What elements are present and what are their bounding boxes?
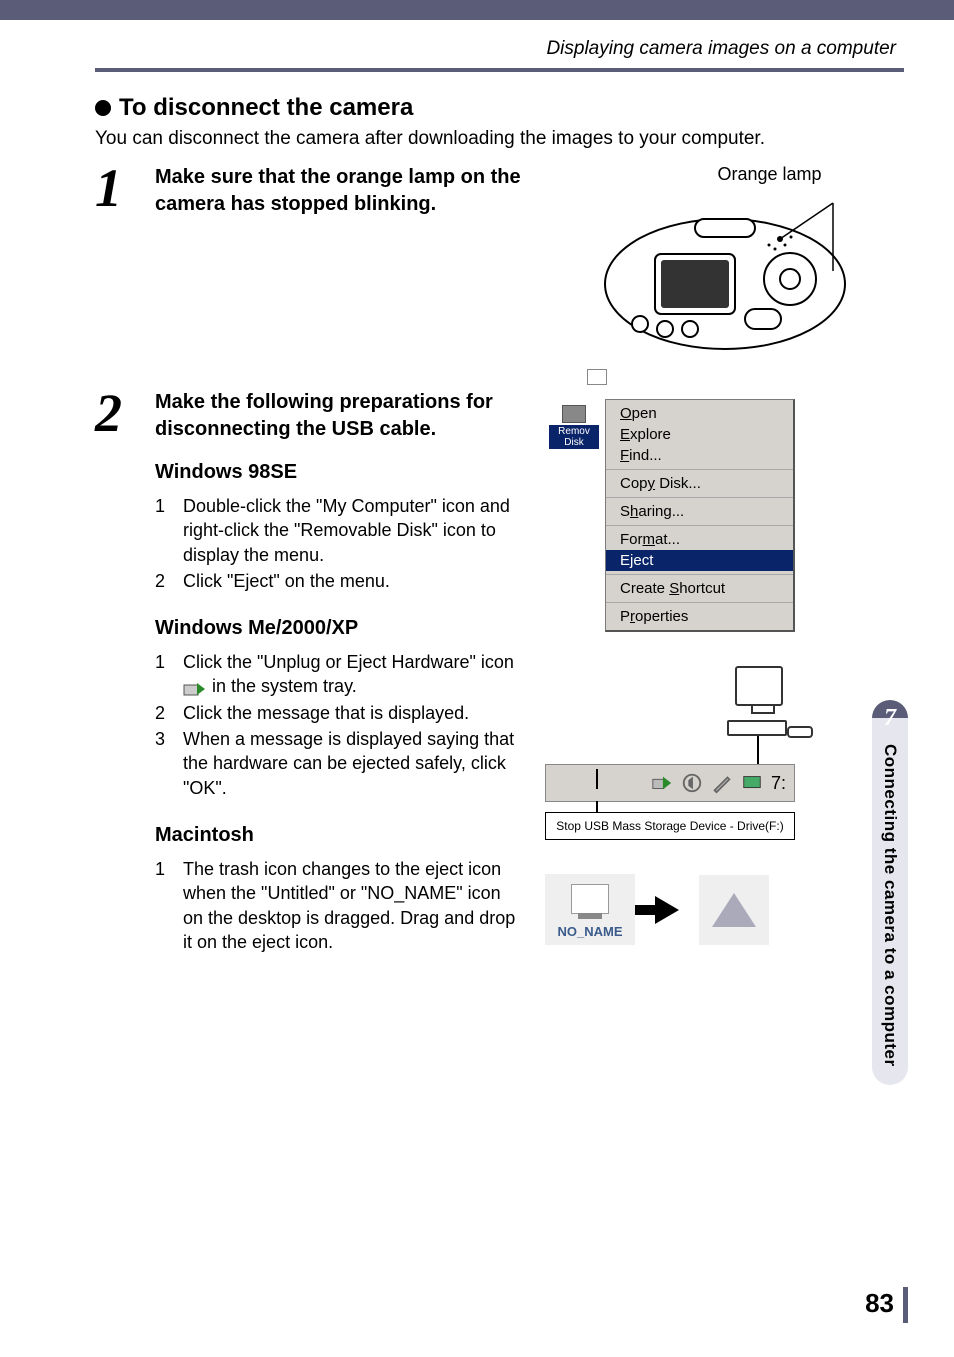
balloon-text: Stop USB Mass Storage Device - Drive(F:) [556,819,783,833]
context-menu-item[interactable]: Create Shortcut [606,578,793,599]
context-menu-item[interactable]: Open [606,403,793,424]
winme-item-1b: in the system tray. [212,676,357,696]
arrow-right-icon [655,896,679,924]
tray-time: 7: [771,773,786,794]
eject-hardware-icon [183,679,207,697]
win98-heading: Windows 98SE [155,461,525,484]
monitor-icon [735,666,783,706]
winme-item-2: Click the message that is displayed. [183,701,525,725]
step-1-heading: Make sure that the orange lamp on the ca… [155,164,525,218]
chapter-tab: 7 Connecting the camera to a computer [872,700,908,1085]
eject-hardware-tray-icon[interactable] [651,772,673,794]
bullet-icon [95,100,111,116]
disk-label: Remov Disk [549,425,599,449]
step-2-heading: Make the following preparations for disc… [155,389,525,443]
page-number: 83 [865,1288,894,1319]
header-rule [95,68,904,72]
list-number: 2 [155,569,171,593]
win98-item-1: Double-click the "My Computer" icon and … [183,494,525,567]
removable-disk-icon: Remov Disk [549,405,599,449]
winme-item-1: Click the "Unplug or Eject Hardware" ico… [183,650,525,699]
mac-list: 1The trash icon changes to the eject ico… [155,857,525,954]
winme-item-3: When a message is displayed saying that … [183,727,525,800]
tray-balloon[interactable]: Stop USB Mass Storage Device - Drive(F:) [545,812,795,840]
chapter-title: Connecting the camera to a computer [880,744,900,1067]
mac-item-1: The trash icon changes to the eject icon… [183,857,525,954]
page-number-bar [903,1287,908,1323]
step-2: 2 Make the following preparations for di… [95,389,904,978]
section-title: To disconnect the camera [95,94,904,122]
folder-icon [587,369,607,385]
page-content: Displaying camera images on a computer T… [0,20,954,978]
win98-item-2: Click "Eject" on the menu. [183,569,525,593]
system-tray-figure: 7: Stop USB Mass Storage Device - Drive(… [545,666,805,840]
list-number: 1 [155,650,171,699]
camera-figure: Orange lamp [545,164,904,359]
context-menu-item[interactable]: Explore [606,424,793,445]
winme-heading: Windows Me/2000/XP [155,617,525,640]
context-menu-item[interactable]: Copy Disk... [606,473,793,494]
callout-line [757,736,759,764]
list-number: 1 [155,494,171,567]
volume-tray-icon[interactable] [681,772,703,794]
keyboard-icon [727,720,787,736]
taskbar: 7: [545,764,795,802]
mac-heading: Macintosh [155,824,525,847]
context-menu-item[interactable]: Sharing... [606,501,793,522]
mac-eject-figure: NO_NAME [545,874,769,945]
camera-icon [585,189,865,359]
context-menu: OpenExploreFind... Copy Disk... Sharing...… [605,399,795,632]
top-accent-bar [0,0,954,20]
context-menu-figure: Remov Disk OpenExploreFind...Copy Disk..… [605,389,825,632]
mac-disk-icon[interactable]: NO_NAME [545,874,635,945]
win98-list: 1Double-click the "My Computer" icon and… [155,494,525,593]
mac-eject-icon[interactable] [699,875,769,945]
step-1: 1 Make sure that the orange lamp on the … [95,164,904,359]
list-number: 1 [155,857,171,954]
mac-disk-label: NO_NAME [549,924,631,939]
display-tray-icon[interactable] [741,772,763,794]
section-title-text: To disconnect the camera [119,94,413,122]
intro-text: You can disconnect the camera after down… [95,128,904,150]
context-menu-item[interactable]: Find... [606,445,793,466]
winme-item-1a: Click the "Unplug or Eject Hardware" ico… [183,652,514,672]
context-menu-item[interactable]: Format... [606,529,793,550]
winme-list: 1 Click the "Unplug or Eject Hardware" i… [155,650,525,800]
pen-tray-icon[interactable] [711,772,733,794]
list-number: 2 [155,701,171,725]
running-header: Displaying camera images on a computer [95,38,904,68]
list-number: 3 [155,727,171,800]
context-menu-item[interactable]: Eject [606,550,793,571]
context-menu-item[interactable]: Properties [606,606,793,627]
orange-lamp-label: Orange lamp [717,164,821,185]
step-2-number: 2 [95,389,129,978]
step-1-number: 1 [95,164,129,359]
